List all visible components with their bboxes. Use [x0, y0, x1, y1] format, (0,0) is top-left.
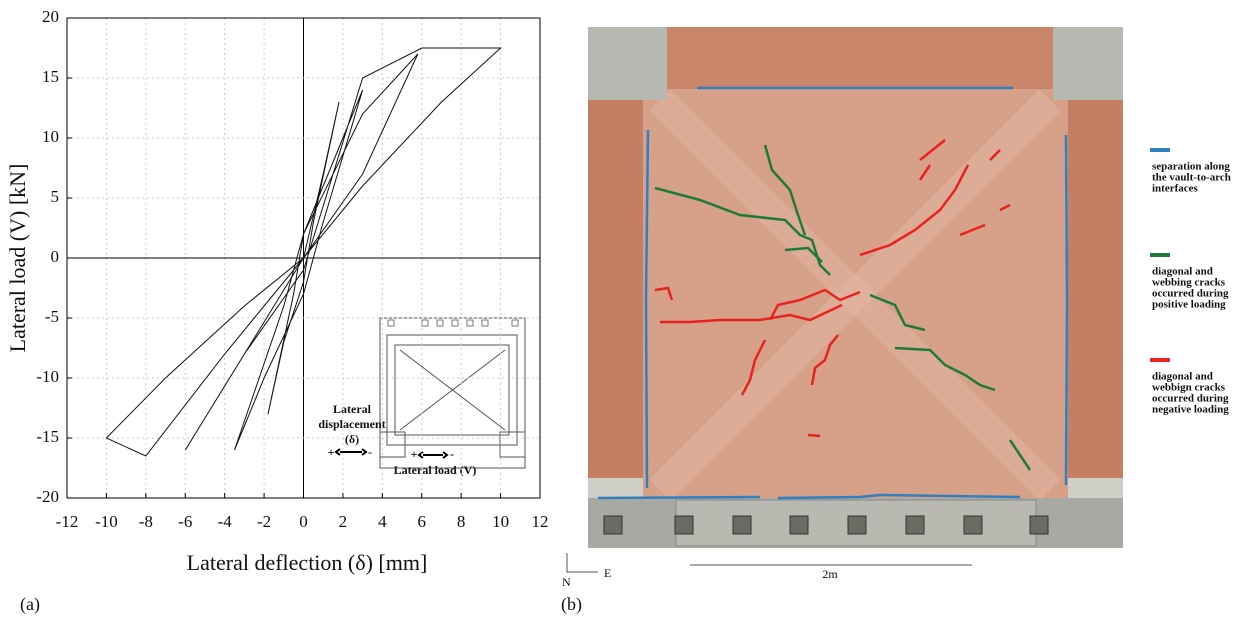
- inset-label: displacement: [318, 417, 385, 431]
- x-tick-label: 10: [492, 512, 509, 531]
- scale-label: 2m: [822, 567, 838, 581]
- y-tick-label: 10: [42, 127, 59, 146]
- x-tick-label: 2: [339, 512, 348, 531]
- panel-label: (b): [561, 594, 582, 615]
- x-tick-label: 8: [457, 512, 466, 531]
- photo: [588, 27, 1123, 548]
- legend-label: the vault-to-arch: [1152, 172, 1231, 184]
- legend-label: diagonal and: [1152, 371, 1213, 383]
- inset-label: -: [368, 445, 372, 459]
- x-tick-label: -4: [218, 512, 233, 531]
- x-tick-label: 6: [418, 512, 427, 531]
- inset-label: Lateral: [333, 402, 372, 416]
- legend-label: positive loading: [1152, 299, 1226, 311]
- compass-label: E: [604, 566, 611, 580]
- inset-label: (δ): [345, 432, 359, 446]
- y-tick-label: 20: [42, 7, 59, 26]
- legend-label: occurred during: [1152, 393, 1229, 405]
- panel-label: (a): [20, 594, 40, 615]
- x-tick-label: -8: [139, 512, 153, 531]
- legend-label: interfaces: [1152, 183, 1199, 195]
- inset-label: +: [328, 445, 335, 459]
- compass-label: N: [562, 575, 571, 589]
- x-tick-label: -10: [95, 512, 118, 531]
- inset-diagram: [334, 317, 526, 469]
- legend-label: diagonal and: [1152, 266, 1213, 278]
- legend-label: webbign cracks: [1152, 382, 1226, 394]
- compass: [566, 553, 598, 573]
- hysteresis-curve: [105, 47, 502, 457]
- legend-label: negative loading: [1152, 404, 1229, 416]
- inset-label: +: [411, 447, 418, 461]
- inset-label: Lateral load (V): [394, 463, 477, 477]
- y-tick-label: 5: [51, 187, 60, 206]
- legend-label: occurred during: [1152, 288, 1229, 300]
- y-tick-label: -10: [36, 367, 59, 386]
- legend-label: separation along: [1152, 161, 1230, 173]
- x-tick-label: 0: [299, 512, 308, 531]
- y-axis-title: Lateral load (V) [kN]: [5, 164, 30, 353]
- y-tick-label: -20: [36, 487, 59, 506]
- x-axis-title: Lateral deflection (δ) [mm]: [187, 550, 428, 575]
- y-tick-label: 0: [51, 247, 60, 266]
- inset-label: -: [450, 447, 454, 461]
- x-tick-label: 12: [532, 512, 549, 531]
- y-tick-label: -5: [45, 307, 59, 326]
- legend-label: webbing cracks: [1152, 277, 1226, 289]
- x-tick-label: -2: [257, 512, 271, 531]
- y-tick-label: 15: [42, 67, 59, 86]
- x-tick-label: 4: [378, 512, 387, 531]
- x-tick-label: -6: [178, 512, 192, 531]
- plot-frame: [66, 17, 541, 499]
- y-tick-label: -15: [36, 427, 59, 446]
- x-tick-label: -12: [56, 512, 79, 531]
